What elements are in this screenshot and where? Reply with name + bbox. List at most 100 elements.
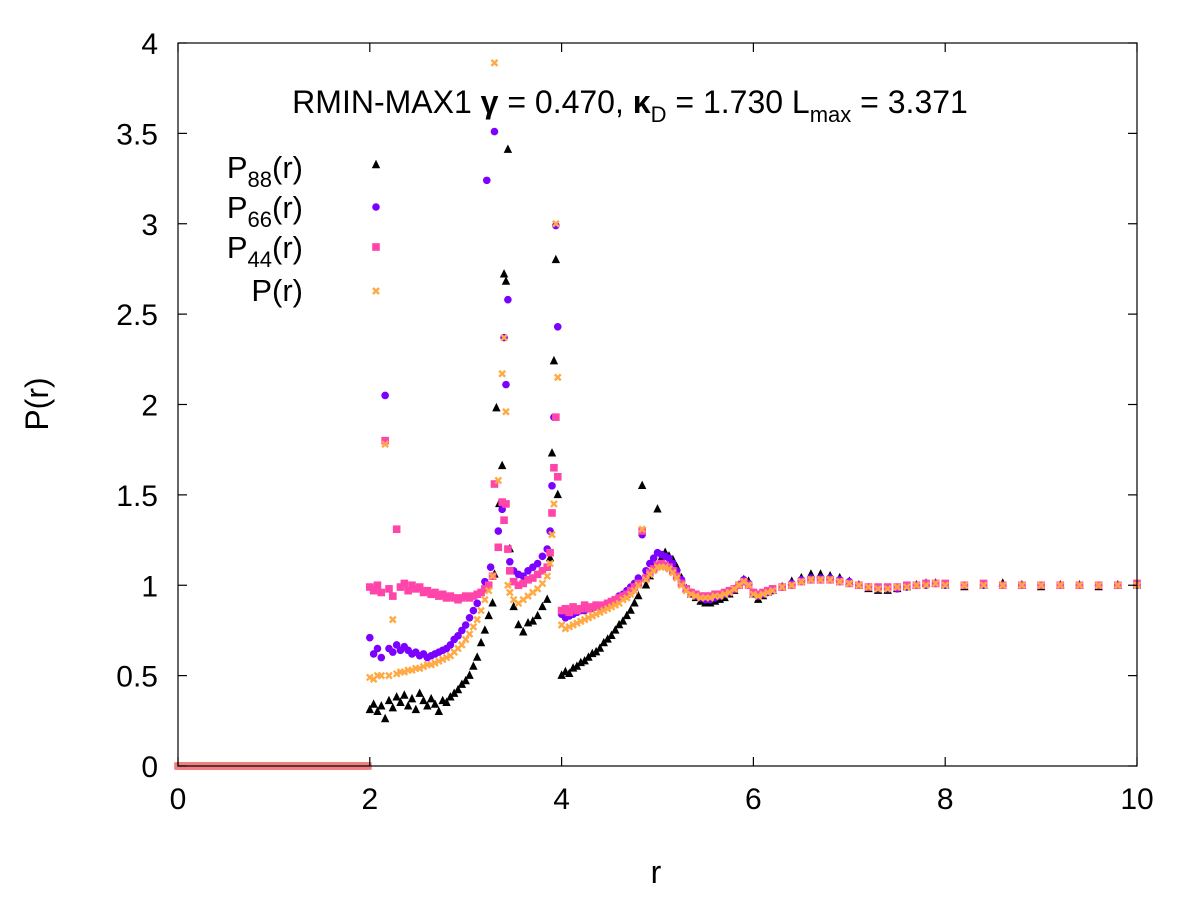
legend-label-p88: P88(r) bbox=[227, 150, 303, 192]
point-p44 bbox=[584, 604, 593, 613]
point-p44 bbox=[389, 592, 397, 600]
point-p bbox=[550, 500, 558, 508]
point-p88 bbox=[419, 695, 428, 705]
point-p bbox=[1094, 581, 1103, 590]
point-p bbox=[385, 671, 393, 680]
point-p44 bbox=[580, 601, 589, 609]
point-p bbox=[759, 590, 767, 599]
point-p bbox=[912, 581, 921, 590]
point-p44 bbox=[573, 606, 581, 615]
point-p44 bbox=[373, 581, 382, 590]
point-p88 bbox=[442, 697, 451, 706]
point-p bbox=[1113, 581, 1122, 590]
point-p88 bbox=[519, 627, 528, 636]
point-p44 bbox=[504, 545, 512, 553]
point-p88 bbox=[595, 643, 605, 652]
point-p88 bbox=[630, 598, 639, 607]
point-p bbox=[484, 586, 493, 595]
point-p88 bbox=[400, 690, 409, 699]
point-p44 bbox=[419, 588, 428, 597]
point-p66 bbox=[473, 599, 482, 608]
point-p66 bbox=[649, 554, 658, 562]
point-p66 bbox=[553, 322, 562, 331]
point-p bbox=[500, 333, 508, 342]
point-p44 bbox=[576, 604, 585, 613]
point-p44 bbox=[550, 463, 558, 472]
point-p44 bbox=[649, 565, 658, 573]
point-p66 bbox=[486, 563, 495, 571]
point-p bbox=[533, 585, 542, 593]
point-p44 bbox=[716, 590, 724, 599]
point-p88 bbox=[430, 699, 440, 708]
x-tick-label: 4 bbox=[553, 783, 570, 816]
point-p44 bbox=[431, 588, 439, 597]
point-p44 bbox=[481, 585, 489, 593]
point-p44 bbox=[484, 581, 493, 590]
plot-marks bbox=[365, 59, 1142, 723]
point-p88 bbox=[377, 701, 386, 710]
x-tick-label: 6 bbox=[745, 783, 762, 816]
point-p88 bbox=[388, 702, 398, 712]
point-p66 bbox=[446, 641, 455, 649]
point-p bbox=[677, 581, 686, 590]
point-p bbox=[754, 592, 763, 600]
point-p bbox=[931, 579, 940, 588]
point-p88 bbox=[653, 504, 662, 513]
point-p44 bbox=[461, 592, 470, 600]
point-p88 bbox=[453, 684, 463, 694]
point-p44 bbox=[548, 509, 556, 517]
point-p66 bbox=[552, 221, 560, 230]
y-tick-label: 4 bbox=[141, 28, 158, 61]
y-tick-label: 3 bbox=[141, 209, 158, 242]
point-p44 bbox=[677, 579, 686, 588]
point-p44 bbox=[442, 594, 451, 602]
point-p bbox=[855, 581, 863, 590]
point-p44 bbox=[623, 590, 631, 599]
legend-label-p: P(r) bbox=[251, 273, 303, 308]
point-p66 bbox=[461, 621, 470, 629]
y-tick-label: 3.5 bbox=[116, 118, 158, 151]
point-p44 bbox=[377, 588, 386, 597]
point-p66 bbox=[366, 633, 374, 642]
x-tick-label: 0 bbox=[170, 783, 187, 816]
point-p66 bbox=[377, 653, 386, 662]
point-p44 bbox=[561, 604, 570, 613]
point-p bbox=[893, 583, 902, 591]
point-p88 bbox=[480, 625, 490, 634]
point-p88 bbox=[618, 616, 628, 625]
point-p bbox=[816, 575, 825, 584]
point-p88 bbox=[396, 697, 405, 706]
point-p bbox=[546, 559, 554, 568]
point-p44 bbox=[706, 592, 715, 600]
point-p88 bbox=[373, 706, 382, 715]
point-p bbox=[672, 574, 681, 582]
point-p44 bbox=[603, 599, 612, 608]
point-p bbox=[638, 525, 647, 534]
point-p66 bbox=[538, 552, 547, 561]
point-p bbox=[543, 572, 552, 581]
point-p44 bbox=[529, 574, 537, 582]
point-p44 bbox=[415, 583, 424, 591]
point-p44 bbox=[653, 561, 662, 570]
point-p44 bbox=[506, 566, 514, 575]
point-p88 bbox=[607, 630, 616, 640]
point-p88 bbox=[369, 699, 378, 708]
x-axis-label: r bbox=[651, 854, 662, 890]
point-p44 bbox=[553, 473, 562, 481]
point-p44 bbox=[672, 572, 681, 581]
point-p44 bbox=[435, 592, 443, 600]
point-p44 bbox=[494, 543, 503, 552]
legend-marker-p88 bbox=[371, 159, 381, 169]
point-p bbox=[551, 219, 560, 228]
point-p44 bbox=[588, 603, 597, 611]
point-p66 bbox=[548, 482, 556, 490]
point-p44 bbox=[657, 559, 666, 568]
point-p bbox=[845, 579, 854, 588]
point-p44 bbox=[763, 586, 772, 595]
y-tick-label: 1 bbox=[141, 570, 158, 603]
point-p66 bbox=[392, 641, 401, 649]
point-p bbox=[548, 530, 556, 539]
point-p88 bbox=[476, 637, 486, 647]
point-p44 bbox=[465, 594, 474, 602]
point-p44 bbox=[450, 594, 458, 602]
